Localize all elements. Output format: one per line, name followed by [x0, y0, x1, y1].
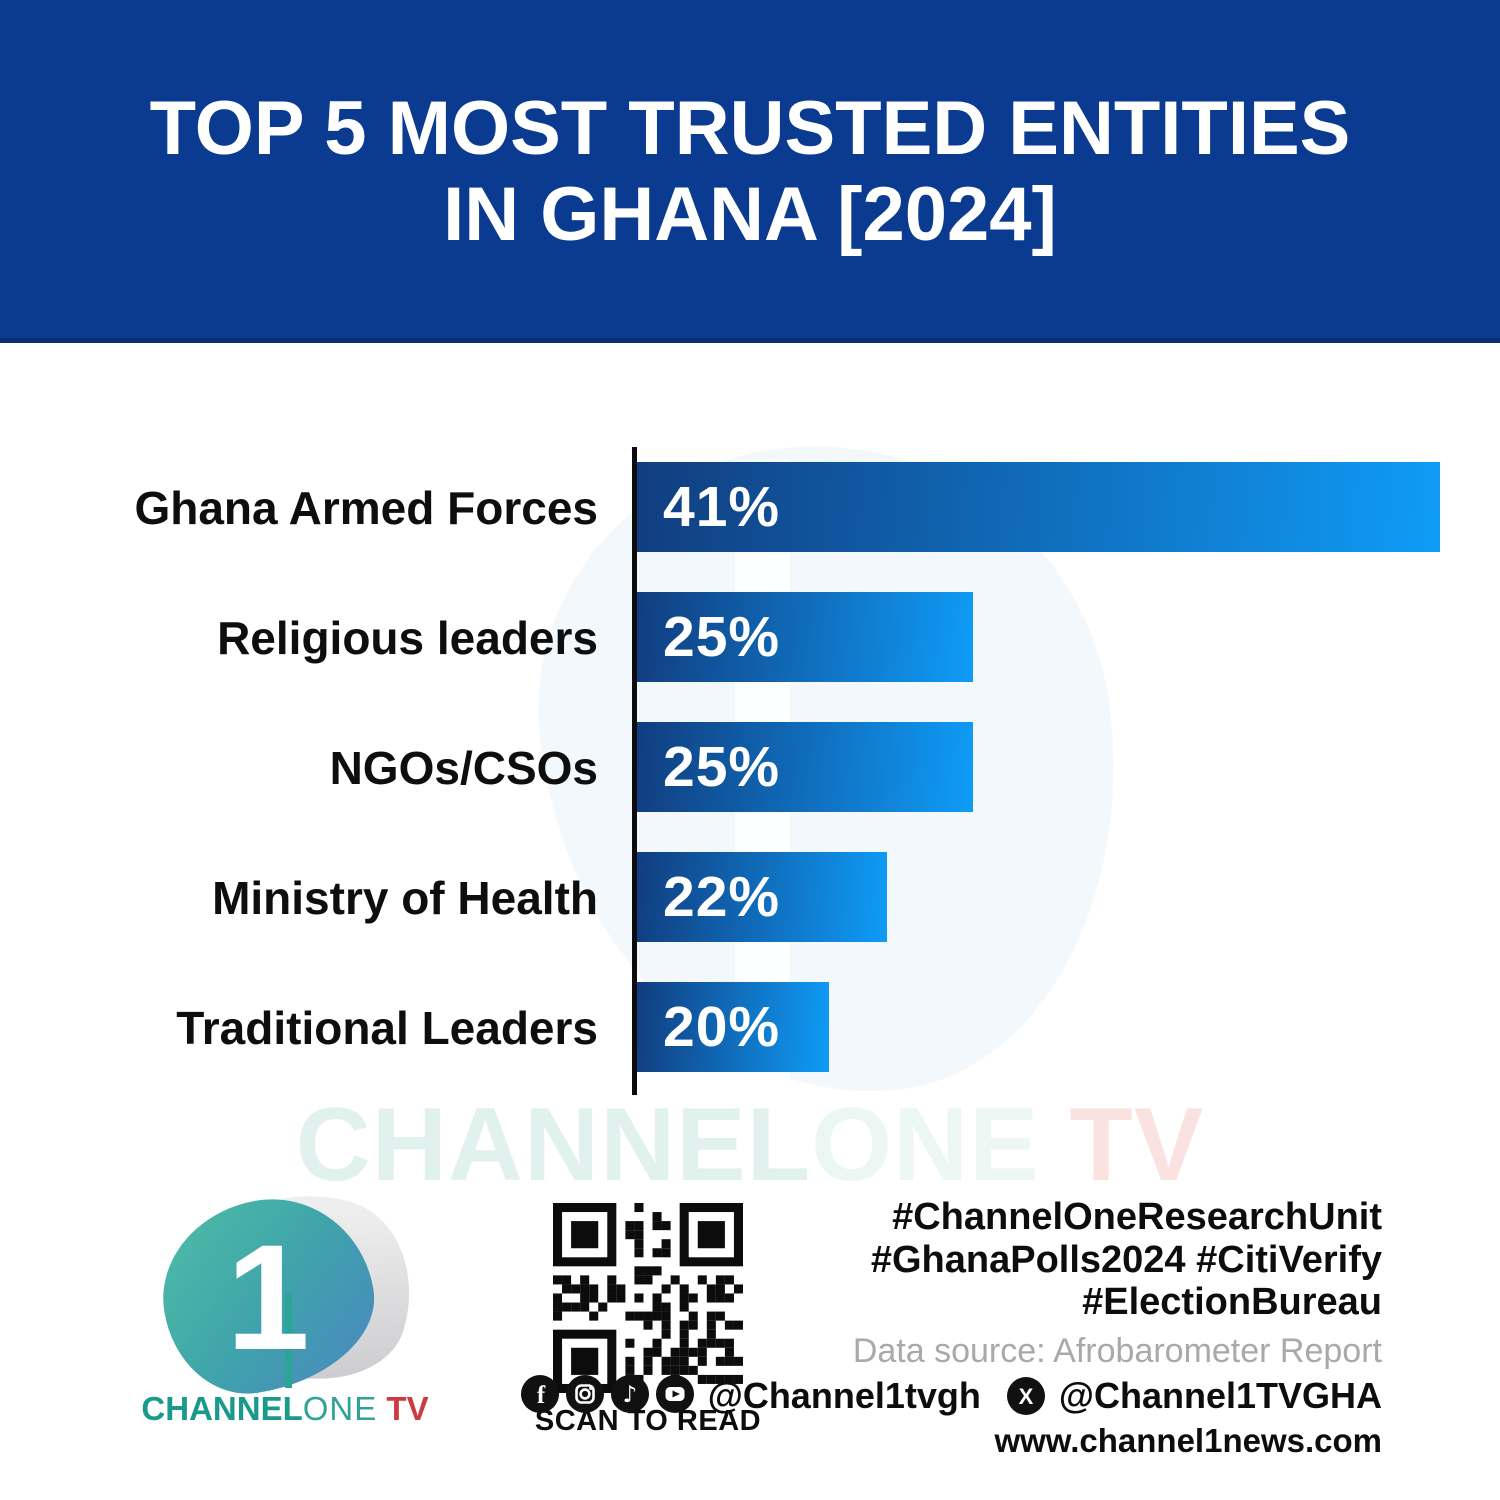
facebook-icon: f — [520, 1374, 559, 1418]
youtube-icon — [655, 1374, 694, 1418]
page-title-line1: TOP 5 MOST TRUSTED ENTITIES — [149, 85, 1351, 171]
page-title-line2: IN GHANA [2024] — [443, 171, 1057, 257]
logo-numeral: 1 — [226, 1213, 310, 1381]
social-icon-group: f ♪ — [520, 1374, 694, 1418]
category-label-2: Religious leaders — [217, 612, 598, 664]
qr-caption: SCAN TO READ — [534, 1405, 762, 1437]
x-icon: X — [1006, 1377, 1045, 1416]
channel-one-logo: 1 CHANNELONE TV — [141, 1169, 445, 1448]
logo-numeral-stem — [285, 1293, 292, 1388]
qr-code-svg — [553, 1203, 743, 1393]
hashtag-line-2: #GhanaPolls2024 #CitiVerify — [870, 1238, 1382, 1281]
watermark-tv: TV — [1039, 1087, 1205, 1203]
tiktok-icon: ♪ — [610, 1374, 649, 1418]
social-row: f ♪ @Channel1tvgh X @Channel1TVGHA — [520, 1374, 1382, 1418]
category-label-3: NGOs/CSOs — [329, 742, 598, 794]
instagram-icon — [565, 1374, 604, 1418]
category-label-4: Ministry of Health — [212, 872, 598, 924]
bar-2: 25% — [637, 592, 973, 682]
value-label-3: 25% — [663, 735, 781, 799]
header-band: TOP 5 MOST TRUSTED ENTITIES IN GHANA [20… — [0, 0, 1500, 343]
bar-4: 22% — [637, 852, 887, 942]
value-label-1: 41% — [663, 475, 781, 539]
logo-wordmark: CHANNELONE TV — [135, 1390, 435, 1428]
logo-text-tv: TV — [377, 1390, 429, 1427]
footer-right-block: #ChannelOneResearchUnit #GhanaPolls2024 … — [520, 1196, 1382, 1460]
logo-text-one: ONE — [302, 1390, 378, 1427]
value-label-5: 20% — [663, 995, 781, 1059]
hashtag-line-1: #ChannelOneResearchUnit — [892, 1196, 1382, 1238]
bar-3: 25% — [637, 722, 973, 812]
category-label-5: Traditional Leaders — [176, 1002, 598, 1054]
social-handle-main: @Channel1tvgh — [707, 1375, 981, 1417]
bar-row-1: Ghana Armed Forces 41% — [0, 462, 1500, 552]
svg-text:X: X — [1019, 1384, 1034, 1409]
bar-row-5: Traditional Leaders 20% — [0, 982, 1500, 1072]
watermark-channel: CHANNEL — [295, 1087, 812, 1203]
social-handle-x: @Channel1TVGHA — [1058, 1375, 1382, 1417]
svg-text:♪: ♪ — [622, 1382, 637, 1408]
data-source-note: Data source: Afrobarometer Report — [852, 1331, 1382, 1370]
bar-5: 20% — [637, 982, 829, 1072]
value-label-4: 22% — [663, 865, 781, 929]
channel-one-watermark: CHANNELONE TV — [0, 1086, 1500, 1205]
logo-text-channel: CHANNEL — [141, 1390, 303, 1427]
svg-text:f: f — [537, 1382, 546, 1409]
y-axis-line — [632, 447, 637, 1095]
bar-row-3: NGOs/CSOs 25% — [0, 722, 1500, 812]
qr-code — [553, 1203, 743, 1393]
website-url: www.channel1news.com — [994, 1421, 1382, 1459]
bar-1: 41% — [637, 462, 1440, 552]
bar-row-2: Religious leaders 25% — [0, 592, 1500, 682]
value-label-2: 25% — [663, 605, 781, 669]
hashtag-line-3: #ElectionBureau — [1082, 1281, 1382, 1324]
category-label-1: Ghana Armed Forces — [134, 482, 598, 534]
bar-row-4: Ministry of Health 22% — [0, 852, 1500, 942]
watermark-one: ONE — [811, 1087, 1040, 1203]
